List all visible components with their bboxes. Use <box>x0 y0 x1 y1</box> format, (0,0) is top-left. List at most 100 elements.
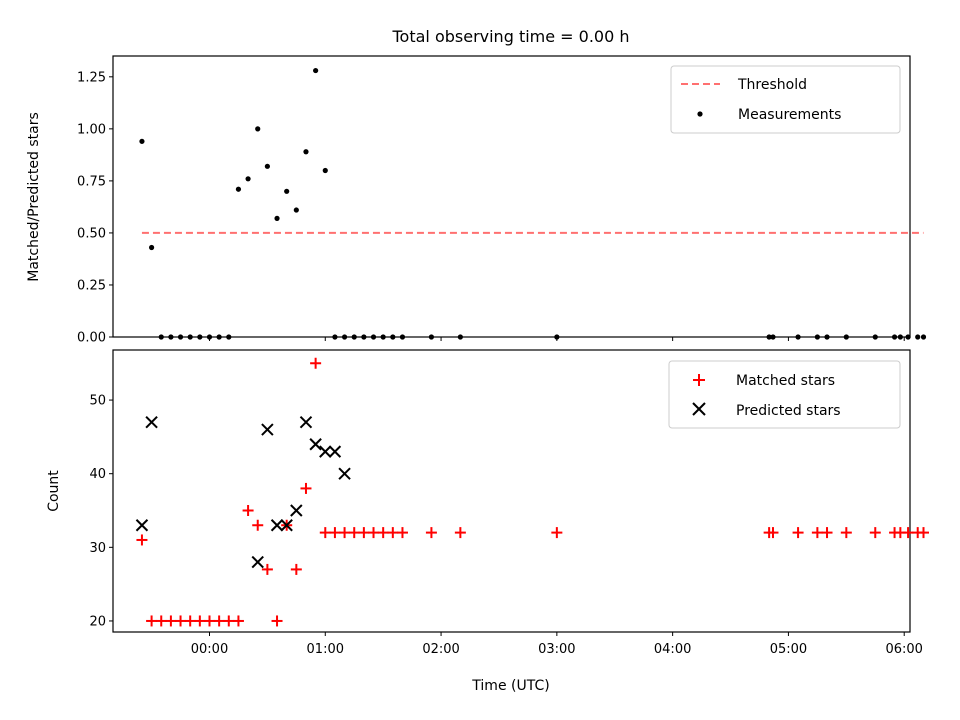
measurement-point <box>872 334 878 340</box>
predicted-stars-points <box>135 415 351 569</box>
x-tick-label: 06:00 <box>885 642 922 657</box>
predicted-star-marker <box>309 438 322 451</box>
matched-star-marker <box>155 615 167 627</box>
ratio-legend-box <box>670 65 901 134</box>
matched-star-marker <box>261 563 273 575</box>
ratio-y-axis: 0.00 0.25 0.50 0.75 1.00 1.25 <box>77 70 113 346</box>
matched-star-marker <box>223 615 235 627</box>
predicted-star-marker <box>251 555 264 569</box>
measurement-point <box>457 334 463 340</box>
matched-star-marker <box>792 527 804 539</box>
predicted-star-marker <box>261 423 274 436</box>
matched-legend-swatch <box>693 374 705 386</box>
x-tick-label: 04:00 <box>654 642 691 657</box>
y-tick-label: 40 <box>89 467 106 482</box>
ratio-panel-frame <box>112 55 911 338</box>
measurement-point <box>814 334 820 340</box>
measurement-point <box>915 334 921 340</box>
predicted-legend-swatch <box>692 402 706 416</box>
measurements-legend-swatch <box>697 111 703 117</box>
matched-star-marker <box>271 615 283 627</box>
predicted-star-marker <box>338 467 351 480</box>
predicted-star-marker <box>328 445 342 458</box>
matched-star-marker <box>396 527 408 539</box>
matched-star-marker <box>387 527 399 539</box>
matched-star-marker <box>242 505 254 517</box>
measurement-point <box>770 334 776 340</box>
predicted-star-marker <box>270 519 284 532</box>
predicted-legend-label: Predicted stars <box>736 403 841 419</box>
measurement-point <box>255 126 261 132</box>
matched-star-marker <box>368 527 380 539</box>
matched-star-marker <box>348 527 360 539</box>
matched-star-marker <box>290 563 302 575</box>
predicted-star-marker <box>280 519 293 532</box>
measurement-point <box>332 334 338 340</box>
measurement-point <box>428 334 435 340</box>
measurement-point <box>245 176 251 182</box>
ratio-x-ticks <box>208 337 905 341</box>
predicted-star-marker <box>145 415 158 429</box>
measurement-point <box>303 149 309 155</box>
measurement-point <box>920 334 927 340</box>
measurement-point <box>197 334 203 340</box>
y-tick-label: 20 <box>89 614 106 629</box>
matched-star-marker <box>821 527 833 539</box>
predicted-star-marker <box>319 445 332 458</box>
measurement-point <box>187 334 193 340</box>
matched-star-marker <box>252 519 264 531</box>
matched-legend-label: Matched stars <box>736 373 835 389</box>
predicted-marker-b <box>309 438 322 451</box>
x-tick-label: 00:00 <box>191 642 228 657</box>
measurement-point <box>370 334 377 340</box>
count-legend: Matched stars Predicted stars <box>668 360 901 429</box>
count-legend-box <box>668 360 901 429</box>
y-tick-label: 50 <box>89 394 106 409</box>
measurement-point <box>139 138 145 144</box>
count-y-axis: 20 30 40 50 <box>89 394 113 629</box>
matched-star-marker <box>918 527 930 539</box>
predicted-marker-b <box>299 415 313 429</box>
measurement-point <box>293 207 299 213</box>
measurement-point <box>843 334 849 340</box>
matched-star-marker <box>184 615 196 627</box>
ratio-panel: 0.00 0.25 0.50 0.75 1.00 1.25 Matched/Predict… <box>26 55 927 346</box>
predicted-marker-b <box>261 423 274 436</box>
measurement-point <box>264 163 270 169</box>
matched-star-marker <box>165 615 177 627</box>
measurement-point <box>824 334 830 340</box>
matched-star-marker <box>194 615 206 627</box>
time-x-axis-label: Time (UTC) <box>471 678 549 694</box>
predicted-marker-b <box>338 467 351 480</box>
measurement-point <box>351 334 357 340</box>
threshold-legend-label: Threshold <box>737 77 807 93</box>
measurement-point <box>274 215 280 221</box>
measurement-point <box>361 334 367 340</box>
x-tick-label: 05:00 <box>770 642 807 657</box>
measurement-point <box>795 334 801 340</box>
matched-star-marker <box>329 527 341 539</box>
ratio-legend: Threshold Measurements <box>670 65 901 134</box>
measurement-point <box>341 334 348 340</box>
x-tick-label: 03:00 <box>538 642 575 657</box>
measurement-point <box>148 244 155 251</box>
matched-star-marker <box>454 527 466 539</box>
y-tick-label: 30 <box>89 541 106 556</box>
matched-star-marker <box>339 527 351 539</box>
measurement-point <box>235 186 242 192</box>
matched-star-marker <box>319 527 331 539</box>
measurement-point <box>322 167 328 174</box>
predicted-marker-b <box>270 519 284 532</box>
measurement-point <box>891 334 898 340</box>
count-panel-frame <box>112 349 911 633</box>
predicted-star-marker <box>299 415 313 429</box>
measurement-point <box>905 334 911 340</box>
matched-star-marker <box>175 615 187 627</box>
matched-star-marker <box>425 527 437 539</box>
matched-star-marker <box>811 527 823 539</box>
matched-star-marker <box>767 527 779 539</box>
matched-star-marker <box>902 527 914 539</box>
y-tick-label: 1.25 <box>77 70 106 85</box>
